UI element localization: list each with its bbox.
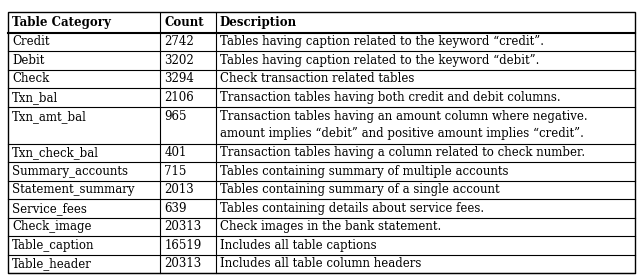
Text: 639: 639 [164,202,187,215]
Text: 2742: 2742 [164,35,194,48]
Text: 2013: 2013 [164,183,194,196]
Text: Check transaction related tables: Check transaction related tables [220,72,414,85]
Text: Txn_check_bal: Txn_check_bal [12,146,99,159]
Text: 401: 401 [164,146,187,159]
Text: Count: Count [164,16,204,29]
Text: Check_image: Check_image [12,220,92,233]
Text: Check images in the bank statement.: Check images in the bank statement. [220,220,441,233]
Text: Txn_bal: Txn_bal [12,91,58,104]
Text: Includes all table captions: Includes all table captions [220,239,376,252]
Text: Tables having caption related to the keyword “credit”.: Tables having caption related to the key… [220,35,543,48]
Text: Transaction tables having an amount column where negative.: Transaction tables having an amount colu… [220,110,587,123]
Text: Tables containing summary of multiple accounts: Tables containing summary of multiple ac… [220,165,508,178]
Text: 16519: 16519 [164,239,202,252]
Text: Tables containing summary of a single account: Tables containing summary of a single ac… [220,183,499,196]
Text: Credit: Credit [12,35,49,48]
Text: Tables having caption related to the keyword “debit”.: Tables having caption related to the key… [220,54,539,67]
Text: Check: Check [12,72,49,85]
Text: Description: Description [220,16,297,29]
Text: Txn_amt_bal: Txn_amt_bal [12,110,87,123]
Text: Table Category: Table Category [12,16,111,29]
Text: 3202: 3202 [164,54,194,67]
Text: 20313: 20313 [164,257,202,270]
Text: Service_fees: Service_fees [12,202,87,215]
Text: Table_header: Table_header [12,257,92,270]
Text: Debit: Debit [12,54,44,67]
Text: Tables containing details about service fees.: Tables containing details about service … [220,202,484,215]
Text: 965: 965 [164,110,187,123]
Text: 715: 715 [164,165,187,178]
Text: Transaction tables having a column related to check number.: Transaction tables having a column relat… [220,146,585,159]
Text: amount implies “debit” and positive amount implies “credit”.: amount implies “debit” and positive amou… [220,127,584,140]
Text: Transaction tables having both credit and debit columns.: Transaction tables having both credit an… [220,91,560,104]
Text: 20313: 20313 [164,220,202,233]
Text: 2106: 2106 [164,91,194,104]
Text: Includes all table column headers: Includes all table column headers [220,257,421,270]
Text: Table_caption: Table_caption [12,239,95,252]
Text: Statement_summary: Statement_summary [12,183,134,196]
Text: 3294: 3294 [164,72,194,85]
Text: Summary_accounts: Summary_accounts [12,165,128,178]
